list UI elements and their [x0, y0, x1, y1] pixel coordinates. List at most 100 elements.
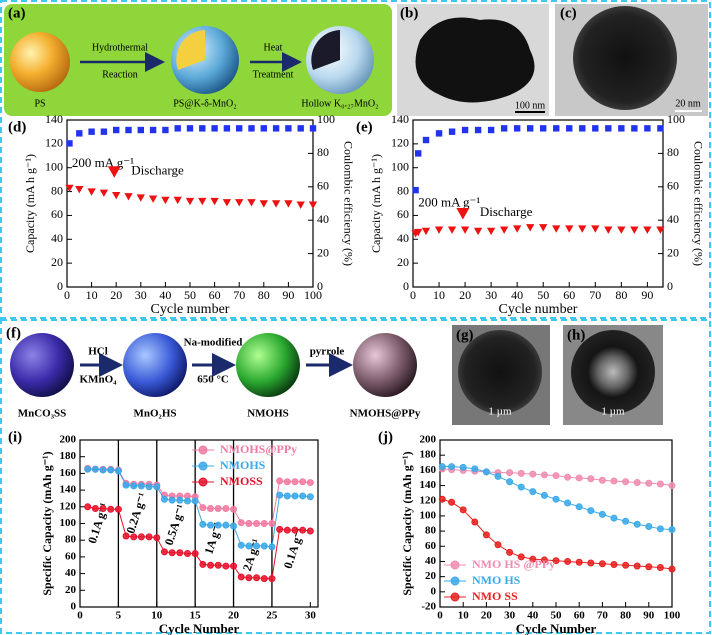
marker [459, 463, 467, 471]
x-tick-label: 60 [563, 288, 575, 302]
marker [107, 466, 115, 474]
y-tick-label: 140 [420, 479, 437, 491]
marker [173, 196, 182, 205]
y-tick-label: 100 [391, 159, 409, 173]
tem-particle [571, 330, 655, 414]
y-tick-label: 100 [45, 159, 63, 173]
marker [260, 520, 268, 527]
marker [137, 482, 145, 490]
legend-marker [198, 477, 208, 487]
marker [222, 521, 230, 529]
marker [66, 140, 73, 147]
marker [186, 125, 194, 132]
marker [645, 479, 653, 487]
legend-label: NMO HS [472, 573, 521, 587]
marker [529, 488, 537, 496]
legend-label: Discharge [131, 162, 184, 177]
y-tick-label: 140 [45, 112, 63, 126]
marker [598, 510, 606, 518]
marker [598, 560, 606, 568]
marker [199, 520, 207, 528]
marker [199, 125, 206, 132]
stage-label: MnO₂HS [133, 408, 176, 420]
marker [529, 555, 537, 563]
marker [605, 125, 612, 132]
annotation: 2A g⁻¹ [240, 537, 264, 573]
x-tick-label: 0 [64, 288, 70, 302]
x-tick-label: 10 [433, 288, 445, 302]
panel-label: (e) [356, 119, 373, 135]
step-label: Heat [264, 42, 283, 53]
y-tick-label: 180 [60, 450, 77, 462]
stage-label: Hollow K₀.₂₇MnO₂ [301, 98, 378, 109]
marker [604, 226, 613, 234]
x-tick-label: 20 [481, 610, 493, 622]
marker [643, 226, 652, 234]
marker [230, 562, 238, 570]
marker [421, 227, 431, 236]
marker [99, 189, 109, 197]
step-label: 650 °C [197, 374, 229, 386]
sphere [10, 333, 74, 397]
x-tick-label: 10 [151, 610, 163, 622]
marker [253, 574, 261, 582]
x-axis-label: Cycle number [499, 302, 578, 317]
y-tick-label: 160 [420, 464, 437, 476]
marker [207, 521, 215, 529]
x-tick-label: 40 [527, 610, 539, 622]
step-label: Reaction [102, 69, 138, 80]
panel-label: (d) [8, 119, 26, 135]
y2-tick-label: 60 [667, 179, 679, 193]
x-tick-label: 90 [643, 610, 655, 622]
marker [113, 126, 120, 134]
marker [447, 226, 457, 234]
marker [668, 565, 676, 573]
marker [114, 467, 122, 475]
y-tick-label: 140 [391, 112, 409, 126]
marker [552, 225, 561, 233]
x-tick-label: 0 [437, 610, 443, 622]
marker [506, 548, 514, 556]
legend-label: NMOHS@PPy [220, 442, 297, 456]
marker [438, 495, 446, 503]
marker [260, 575, 268, 583]
marker [506, 469, 514, 477]
marker [526, 224, 535, 232]
marker [125, 126, 132, 134]
marker [160, 495, 168, 503]
y-tick-label: 200 [420, 434, 437, 446]
x-tick-label: 50 [184, 288, 196, 302]
marker [461, 126, 469, 134]
legend-label: NMO HS @PPy [472, 557, 555, 571]
marker [435, 130, 443, 137]
legend-marker [456, 208, 470, 220]
marker [438, 463, 446, 471]
marker [268, 575, 276, 583]
y-tick-label: 40 [397, 231, 409, 245]
y2-tick-label: 0 [317, 279, 323, 293]
y2-tick-label: 80 [317, 145, 329, 159]
marker [191, 497, 199, 505]
marker [513, 125, 521, 132]
marker [552, 557, 560, 565]
marker [645, 523, 653, 531]
marker [160, 548, 168, 556]
y-tick-label: 60 [425, 540, 437, 552]
marker [99, 504, 107, 512]
marker [268, 543, 276, 551]
marker [540, 491, 548, 499]
legend-marker [198, 445, 208, 455]
legend-marker [450, 560, 460, 570]
panel-label: (j) [378, 429, 393, 445]
x-tick-label: 70 [233, 288, 245, 302]
sphere [353, 333, 417, 397]
x-tick-label: 15 [190, 610, 202, 622]
marker [283, 492, 291, 500]
marker [539, 224, 548, 232]
marker [552, 495, 560, 503]
marker [260, 542, 268, 550]
marker [87, 188, 96, 196]
x-axis-label: Cycle number [151, 302, 230, 317]
tem-particle [573, 6, 677, 110]
